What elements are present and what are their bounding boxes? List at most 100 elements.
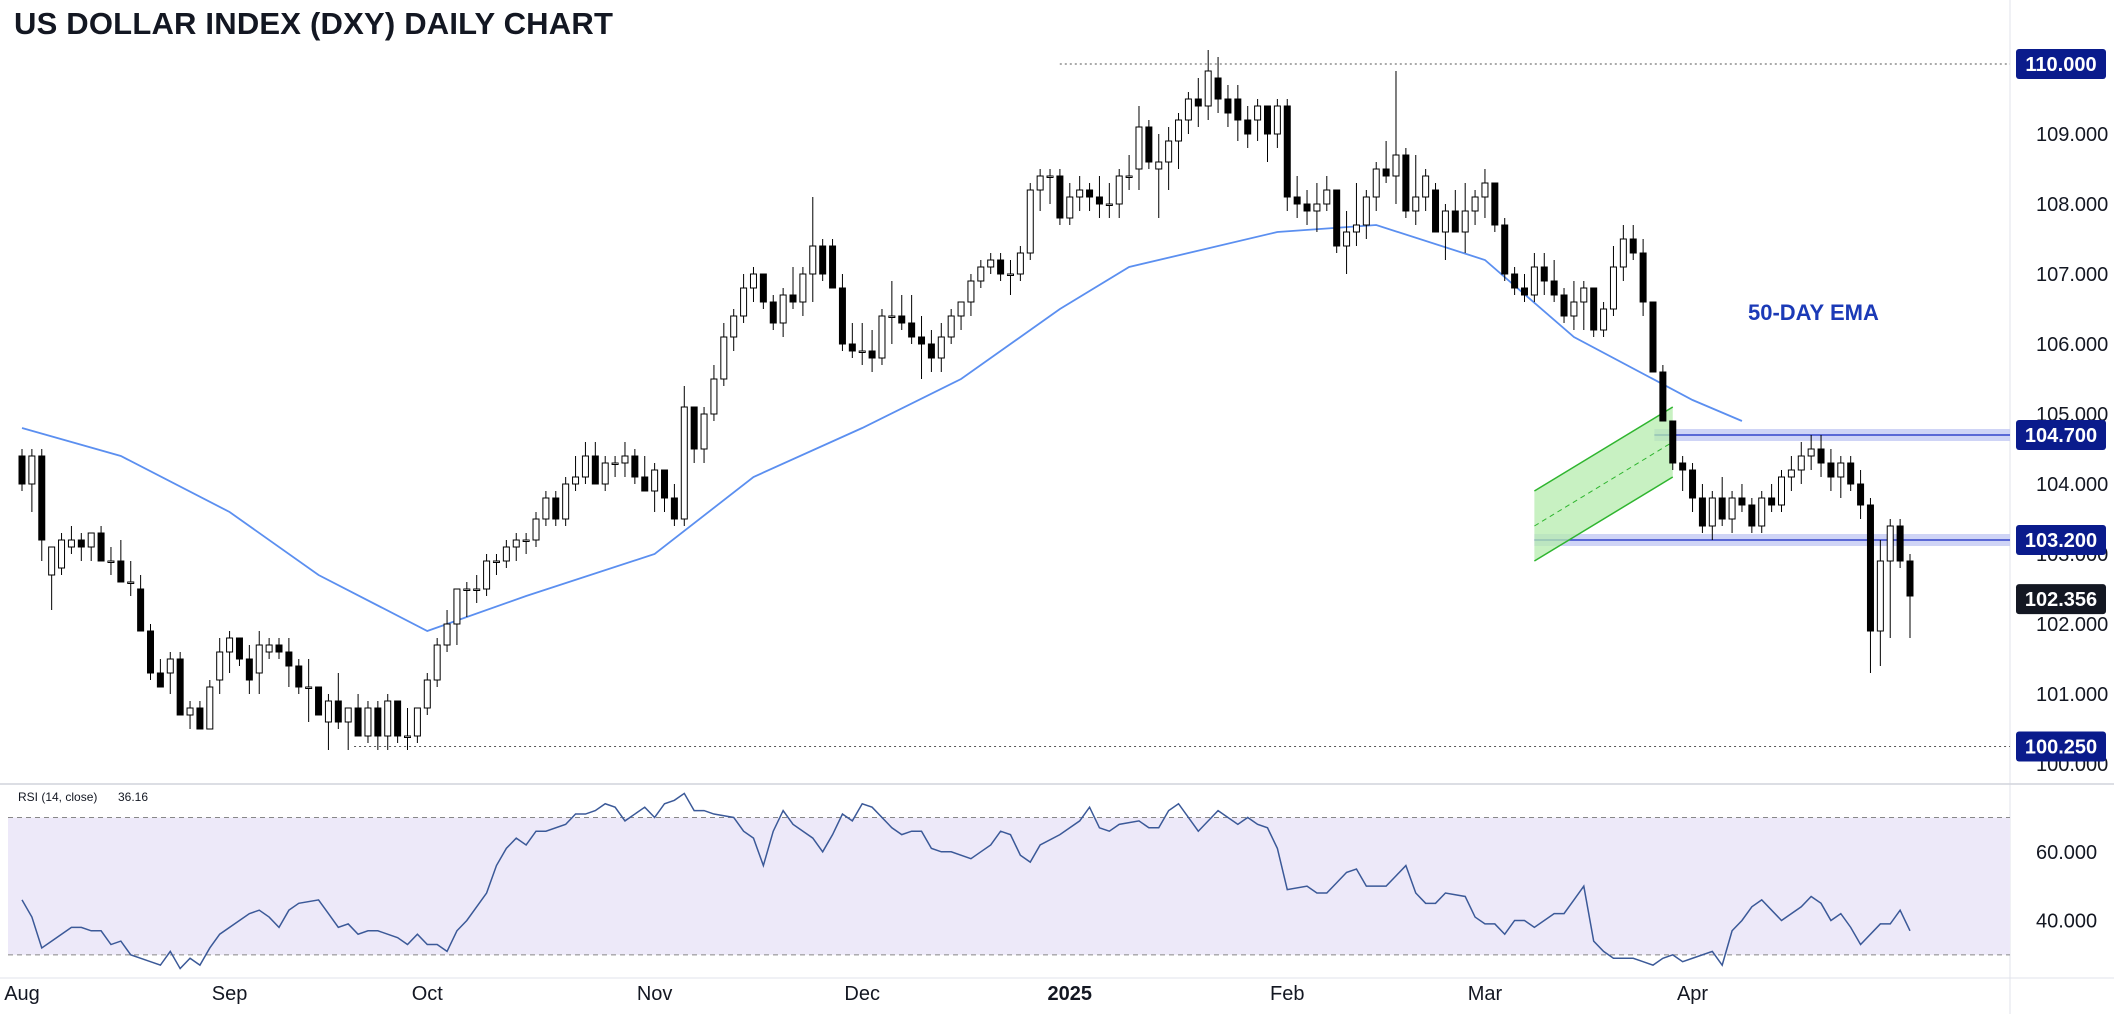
candle xyxy=(423,673,431,715)
candle xyxy=(710,365,718,421)
candle xyxy=(1827,449,1835,491)
candle xyxy=(779,288,787,337)
candle-body-down xyxy=(848,343,856,352)
candle xyxy=(1600,302,1608,337)
candle xyxy=(1560,288,1568,323)
candle-body-up xyxy=(433,644,441,681)
candle-body-up xyxy=(710,378,718,415)
candle-body-down xyxy=(285,651,293,667)
candle-body-up xyxy=(305,686,313,689)
price-tick-label: 107.000 xyxy=(2036,264,2108,286)
candle-body-down xyxy=(1679,462,1687,471)
candle xyxy=(1224,85,1232,127)
candle-body-up xyxy=(87,532,95,548)
candle-body-down xyxy=(1095,196,1103,205)
candle xyxy=(1689,463,1697,512)
candle xyxy=(1876,540,1884,666)
candle xyxy=(1669,420,1677,470)
candle xyxy=(670,484,678,526)
channel-lower-line xyxy=(1533,476,1674,562)
candle-body-down xyxy=(315,686,323,716)
rising-channel xyxy=(1534,407,1673,561)
candle xyxy=(245,645,253,694)
candle-body-down xyxy=(1145,126,1153,163)
candle-body-down xyxy=(334,700,342,723)
rsi-pane: 40.000 60.000 RSI (14, close) 36.16 xyxy=(8,790,2097,970)
candle-body-up xyxy=(1787,469,1795,478)
candle xyxy=(1847,456,1855,491)
rsi-band xyxy=(8,817,2010,955)
candle-body-down xyxy=(1560,294,1568,317)
candle-body-down xyxy=(1402,154,1410,212)
candle-body-down xyxy=(908,322,916,338)
candle-body-up xyxy=(1006,273,1014,276)
candle xyxy=(1857,470,1865,519)
level-label-bg xyxy=(2016,584,2106,615)
candle-body-up xyxy=(700,413,708,450)
candle xyxy=(28,449,36,512)
candle-body-up xyxy=(1036,175,1044,191)
candle-body-down xyxy=(591,455,599,485)
candle xyxy=(1797,442,1805,484)
candle-body-up xyxy=(443,623,451,646)
candle-body-up xyxy=(1600,308,1608,331)
candle xyxy=(1323,176,1331,211)
time-tick-label: Aug xyxy=(4,983,40,1005)
candle xyxy=(235,637,243,666)
candle xyxy=(562,477,570,526)
candle xyxy=(997,253,1005,281)
candle-body-up xyxy=(423,679,431,709)
candle-body-up xyxy=(1105,203,1113,206)
candle xyxy=(1056,169,1064,225)
candle xyxy=(868,330,876,372)
candle-body-up xyxy=(1204,70,1212,107)
candle-body-up xyxy=(1115,175,1123,205)
candle xyxy=(344,707,352,750)
candle xyxy=(1175,113,1183,169)
candle-body-down xyxy=(829,245,837,289)
candle-body-up xyxy=(502,546,510,562)
candle-body-down xyxy=(77,539,85,548)
candle-body-down xyxy=(631,455,639,478)
candle xyxy=(1530,253,1538,302)
time-tick-label: Feb xyxy=(1270,983,1304,1005)
candle-body-up xyxy=(562,483,570,520)
candle xyxy=(18,449,26,491)
candle-body-up xyxy=(67,539,75,548)
candle xyxy=(1135,106,1143,190)
candle xyxy=(1155,134,1163,218)
candle xyxy=(1619,225,1627,281)
candle-body-up xyxy=(1362,196,1370,226)
candle xyxy=(1184,92,1192,134)
candle xyxy=(1471,190,1479,225)
candle xyxy=(759,273,767,309)
candle xyxy=(819,239,827,281)
time-tick-label: 2025 xyxy=(1048,983,1093,1005)
candle-body-up xyxy=(1175,119,1183,142)
candle xyxy=(532,512,540,547)
candle-body-down xyxy=(997,259,1005,275)
candle-body-down xyxy=(641,476,649,492)
candle xyxy=(206,680,214,730)
candle xyxy=(413,707,421,743)
candle-body-up xyxy=(1026,189,1034,254)
candle-body-up xyxy=(937,336,945,359)
candle xyxy=(631,449,639,484)
candle-body-up xyxy=(799,273,807,303)
candle-body-down xyxy=(1649,301,1657,373)
candle-body-up xyxy=(404,735,412,738)
candle xyxy=(1194,78,1202,127)
candle xyxy=(789,267,797,309)
candle-body-up xyxy=(384,700,392,737)
candle xyxy=(453,588,461,645)
candle xyxy=(1886,519,1894,638)
candle xyxy=(1491,182,1499,232)
candle xyxy=(1402,148,1410,218)
candle-body-down xyxy=(1827,462,1835,478)
candle xyxy=(1580,281,1588,330)
candle-body-down xyxy=(1817,448,1825,464)
candle xyxy=(1441,204,1449,260)
candle-body-up xyxy=(512,539,520,548)
